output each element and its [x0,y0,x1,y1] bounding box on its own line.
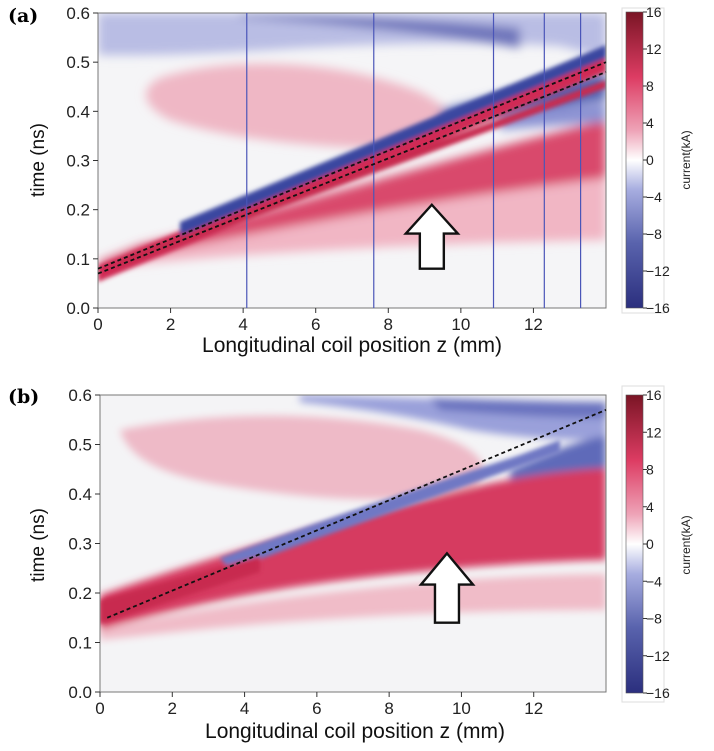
x-tick-label-b-3: 6 [312,699,321,718]
x-ticks-a: 0 2 4 6 8 10 12 [93,308,543,334]
dashed-lines-b [106,409,607,619]
y-tick-label-b-1: 0.1 [68,634,92,653]
x-tick-label-b-2: 4 [240,699,249,718]
y-tick-label-b-6: 0.6 [68,386,92,405]
y-tick-label-a-3: 0.3 [66,152,90,171]
y-tick-label-b-2: 0.2 [68,584,92,603]
dashed-line-a-0 [97,61,607,270]
colorbar-tick-label-a-7: −12 [646,263,670,279]
arrow-shape-a [403,202,461,270]
up-arrow-icon [403,202,461,270]
probe-lines-a [246,13,582,308]
colorbar-tick-label-b-8: −16 [646,685,670,701]
arrow-shape-b [418,551,476,624]
y-axis-label-b: time (ns) [28,508,49,582]
y-ticks-b: 0.0 0.1 0.2 0.3 0.4 0.5 0.6 [68,386,100,702]
colorbar-tick-label-a-0: 16 [646,4,662,20]
x-axis-label-b: Longitudinal coil position z (mm) [205,720,505,743]
panel-label-b: (b) [8,386,39,408]
y-tick-label-a-1: 0.1 [66,250,90,269]
colorbar-b: 16 12 8 4 0 −4 −8 −12 −16 current(kA) [621,385,693,703]
x-axis-label-a: Longitudinal coil position z (mm) [202,334,502,357]
colorbar-tick-label-b-2: 8 [646,462,654,478]
y-tick-label-a-5: 0.5 [66,53,90,72]
x-tick-label-a-4: 8 [384,315,393,334]
x-tick-label-b-0: 0 [95,699,104,718]
colorbar-a: 16 12 8 4 0 −4 −8 −12 −16 current(kA) [621,4,693,316]
colorbar-tick-label-b-1: 12 [646,424,662,440]
colorbar-gradient-b [625,394,644,694]
y-axis-label-a: time (ns) [28,123,49,197]
x-tick-label-a-5: 10 [451,315,470,334]
colorbar-tick-label-b-0: 16 [646,387,662,403]
y-tick-label-a-0: 0.0 [66,299,90,318]
y-tick-label-b-3: 0.3 [68,535,92,554]
colorbar-tick-label-a-8: −16 [646,300,670,316]
y-tick-label-b-0: 0.0 [68,683,92,702]
colorbar-tick-label-b-6: −8 [646,611,662,627]
x-ticks-b: 0 2 4 6 8 10 12 [95,692,543,718]
colorbar-tick-label-b-3: 4 [646,499,654,515]
colorbar-tick-label-b-4: 0 [646,536,654,552]
heatmap-b [99,394,607,693]
dashed-lines-a [97,61,607,275]
y-tick-label-a-2: 0.2 [66,201,90,220]
panel-label-a: (a) [8,5,38,27]
colorbar-tick-label-a-2: 8 [646,78,654,94]
panel-a: (a) [8,4,693,357]
colorbar-tick-label-a-4: 0 [646,152,654,168]
y-tick-label-a-4: 0.4 [66,102,90,121]
colorbar-gradient-a [625,11,644,309]
x-tick-label-b-1: 2 [168,699,177,718]
y-ticks-a: 0.0 0.1 0.2 0.3 0.4 0.5 0.6 [66,4,98,318]
x-tick-label-a-3: 6 [311,315,320,334]
x-tick-label-b-6: 12 [524,699,543,718]
y-tick-label-b-4: 0.4 [68,485,92,504]
colorbar-tick-label-b-5: −4 [646,573,662,589]
x-tick-label-b-5: 10 [452,699,471,718]
y-tick-label-b-5: 0.5 [68,436,92,455]
colorbar-tick-label-a-1: 12 [646,41,662,57]
panel-b: (b) [8,385,693,743]
x-tick-label-a-6: 12 [524,315,543,334]
dashed-line-b-0 [106,409,607,619]
colorbar-tick-label-a-6: −8 [646,226,662,242]
x-tick-label-b-4: 8 [384,699,393,718]
dashed-line-a-1 [97,71,607,275]
colorbar-tick-label-b-7: −12 [646,648,670,664]
x-tick-label-a-1: 2 [166,315,175,334]
colorbar-ticks-b: 16 12 8 4 0 −4 −8 −12 −16 [643,387,670,701]
y-tick-label-a-6: 0.6 [66,4,90,23]
x-tick-label-a-0: 0 [93,315,102,334]
up-arrow-icon [418,551,476,624]
heatmap-a [97,12,607,309]
colorbar-label-b: current(kA) [679,515,693,574]
colorbar-label-a: current(kA) [679,130,693,189]
colorbar-ticks-a: 16 12 8 4 0 −4 −8 −12 −16 [643,4,670,316]
colorbar-tick-label-a-5: −4 [646,189,662,205]
colorbar-tick-label-a-3: 4 [646,115,654,131]
x-tick-label-a-2: 4 [238,315,247,334]
